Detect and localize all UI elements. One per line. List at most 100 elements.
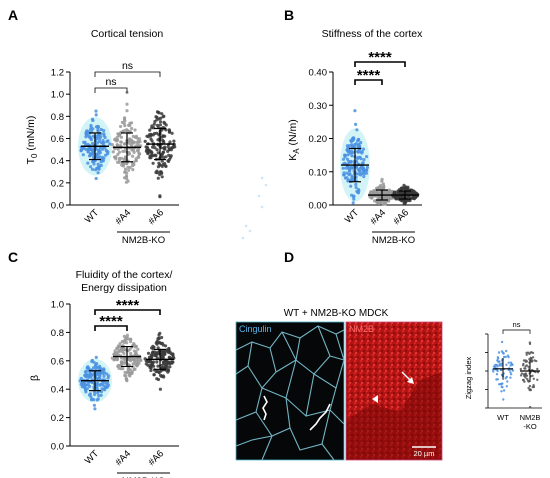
inset-point [495,373,499,376]
data-point [357,172,361,176]
data-point [151,154,155,158]
x-tick-label: WT [343,207,361,225]
data-point [93,392,97,397]
data-point [341,157,346,161]
data-point [97,137,102,141]
data-point [130,141,134,145]
data-point [89,165,93,169]
data-point [92,403,96,407]
sig-label: **** [357,67,381,84]
data-point [160,374,164,379]
y-tick-label: 0.40 [309,68,328,79]
inset-point [509,364,512,367]
inset-point [507,361,510,364]
data-point [103,146,107,150]
data-point [166,149,170,153]
data-point [161,355,165,359]
data-point [118,342,122,346]
data-point [126,165,130,169]
data-point [94,176,98,181]
data-point [96,128,100,132]
data-point [106,139,110,143]
data-point [97,377,101,381]
data-point [96,171,100,175]
inset-point [527,365,530,368]
data-point [106,150,110,154]
data-point [115,143,119,147]
inset-point [521,364,525,367]
inset-point [528,384,532,388]
inset-point [528,405,532,409]
data-point [343,153,348,157]
inset-x-label-ko-line1: NM2B [520,413,541,422]
data-point [345,171,349,175]
data-point [130,126,134,131]
data-point [149,156,153,160]
data-point [383,195,387,199]
data-point [111,150,115,154]
data-point [150,126,154,130]
inset-significance: ns [502,320,531,334]
inset-point [493,365,497,369]
scale-bar-label: 20 µm [414,449,435,458]
inset-point [499,382,502,386]
data-point [163,344,168,348]
data-point [167,128,171,132]
inset-point [520,372,524,375]
data-point [133,128,137,132]
panel-a-ylabel: T0 (mN/m) [25,116,39,165]
panel-a-plot [78,90,177,199]
data-point [368,195,372,199]
data-point [103,380,107,384]
y-tick-label: 0.30 [309,101,328,112]
series-a4 [110,333,143,383]
data-point [164,123,168,127]
inset-point [502,389,506,392]
panel-letter-c: C [8,249,18,265]
data-point [89,137,93,142]
data-point [350,174,354,178]
data-point [167,159,171,163]
data-point [103,135,107,140]
data-point [126,179,130,183]
sig-label: **** [99,313,123,330]
data-point [172,139,176,143]
data-point [155,115,159,119]
data-point [122,121,126,125]
inset-point [524,359,527,362]
data-point [94,355,98,359]
data-point [89,123,93,128]
data-point [160,154,164,158]
data-point [94,109,98,113]
data-point [160,175,164,179]
data-point [156,151,160,155]
data-point [89,373,93,377]
arrow-head-icon [407,377,414,384]
data-point [402,201,406,206]
data-point [163,350,167,354]
data-point [380,177,384,181]
data-point [120,347,124,351]
inset-point [532,385,536,389]
data-point [101,371,105,376]
data-point [349,149,353,153]
data-point [155,148,159,152]
data-point [398,195,402,199]
y-tick-label: 0.2 [51,178,64,189]
data-point [157,336,161,340]
data-point [151,161,155,165]
group-label: NM2B-KO [122,235,165,246]
cingulin-image: Cingulin [235,321,345,461]
data-point [163,363,167,367]
x-tick-label: WT [83,448,101,466]
panel-b: B Stiffness of the cortex KA (N/m) 0.000… [241,7,423,246]
nm2b-dim-region [346,372,442,460]
data-point [116,353,120,357]
data-point [345,157,350,161]
data-point [378,196,382,200]
data-point [149,365,153,369]
inset-series [491,340,515,401]
inset-point [506,380,509,383]
nm2b-label: NM2B [349,324,374,334]
data-point [125,341,129,345]
